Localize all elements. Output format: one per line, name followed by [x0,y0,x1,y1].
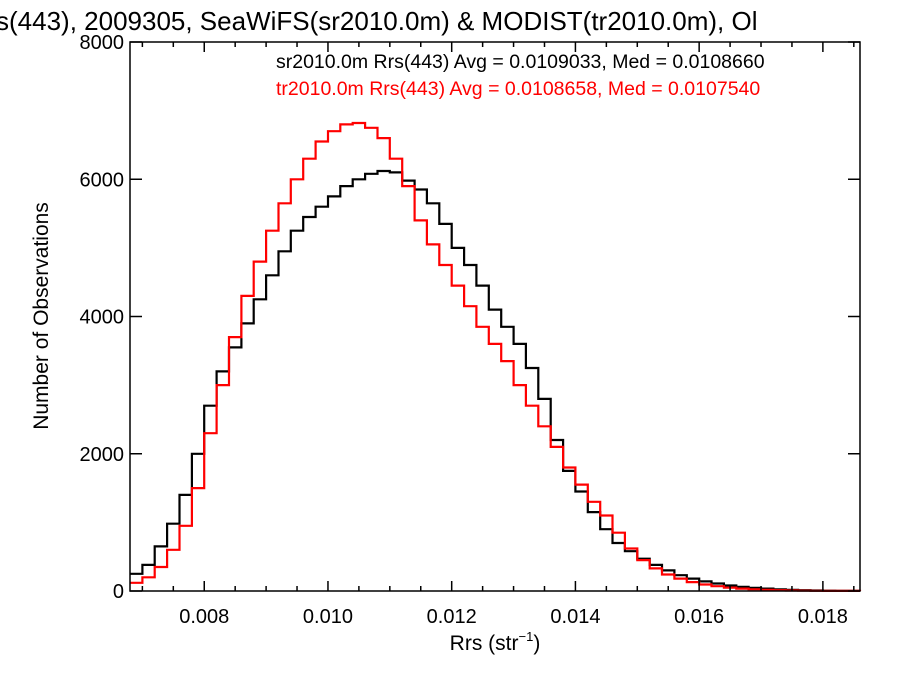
y-tick-label-4: 8000 [80,32,125,54]
y-tick-label-3: 6000 [80,169,125,191]
x-axis-title: Rrs (str−1) [450,629,541,655]
y-tick-label-2: 4000 [80,307,125,329]
legend-entry-sr2010: sr2010.0m Rrs(443) Avg = 0.0109033, Med … [276,51,765,73]
x-tick-label-5: 0.018 [798,606,848,628]
x-axis-title-sup: −1 [519,629,534,644]
series-line-tr2010.0m [130,121,862,592]
x-tick-label-4: 0.016 [674,606,724,628]
x-axis-title-close: ) [533,632,540,655]
y-tick-label-1: 2000 [80,444,125,466]
plot-frame [129,41,861,592]
tick-labels-layer: 0.008 0.010 0.012 0.014 0.016 0.018 0 2000 4000 6… [80,32,848,628]
x-tick-label-0: 0.008 [179,606,229,628]
y-tick-label-0: 0 [113,581,124,603]
series-layer [130,121,862,592]
y-axis-title: Number of Observations [30,202,53,430]
x-tick-label-2: 0.012 [427,606,477,628]
ticks-layer [130,41,860,592]
x-tick-label-1: 0.010 [303,606,353,628]
chart-title: s(443), 2009305, SeaWiFS(sr2010.0m) & MO… [0,6,758,36]
series-line-sr2010.0m [130,169,860,592]
x-tick-label-3: 0.014 [550,606,600,628]
x-axis-title-main: Rrs (str [450,632,519,655]
legend-entry-tr2010: tr2010.0m Rrs(443) Avg = 0.0108658, Med … [276,78,760,100]
